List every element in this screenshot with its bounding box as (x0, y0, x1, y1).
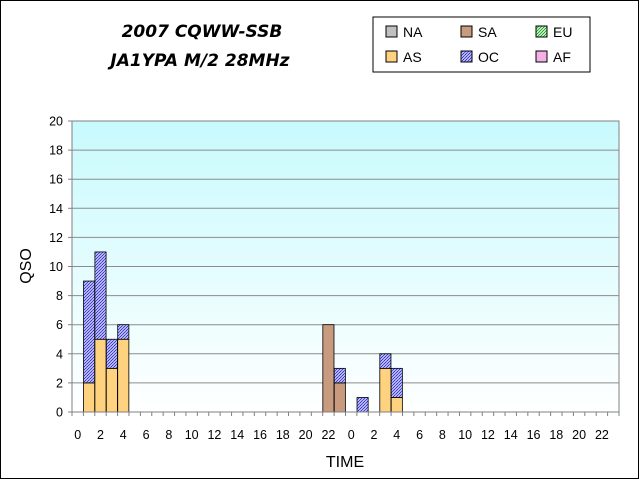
x-tick-label: 2 (97, 428, 104, 442)
x-tick-label: 0 (74, 428, 81, 442)
x-tick-label: 16 (527, 428, 541, 442)
x-axis-title: TIME (326, 454, 364, 471)
y-tick-label: 12 (49, 231, 63, 245)
bar-sa (322, 324, 335, 413)
x-tick-label: 10 (185, 428, 199, 442)
bar-oc (390, 367, 403, 398)
bar-as (94, 338, 107, 413)
legend-label-eu: EU (553, 24, 572, 40)
x-tick-label: 14 (504, 428, 518, 442)
legend-swatch-na (385, 25, 398, 38)
bar-as (117, 338, 130, 413)
y-tick-label: 4 (56, 347, 63, 361)
legend-swatch-eu (535, 25, 548, 38)
y-tick-label: 20 (49, 115, 63, 129)
bar-oc (379, 353, 392, 369)
x-tick-label: 18 (549, 428, 563, 442)
x-tick-label: 22 (595, 428, 609, 442)
bar-oc (94, 251, 107, 340)
y-tick-label: 10 (49, 260, 63, 274)
legend: NA SA EU AS OC AF (372, 16, 591, 73)
legend-swatch-sa (460, 25, 473, 38)
x-tick-label: 4 (393, 428, 400, 442)
x-tick-label: 12 (481, 428, 495, 442)
y-tick-label: 16 (49, 173, 63, 187)
legend-box (372, 16, 591, 73)
bar-as (390, 397, 403, 413)
bar-oc (117, 324, 130, 340)
x-tick-label: 20 (299, 428, 313, 442)
y-tick-label: 18 (49, 144, 63, 158)
x-tick-label: 10 (458, 428, 472, 442)
x-tick-label: 14 (230, 428, 244, 442)
legend-label-af: AF (553, 49, 571, 65)
x-tick-label: 12 (207, 428, 221, 442)
bar-oc (333, 367, 346, 384)
y-tick-label: 14 (49, 202, 63, 216)
bar-as (105, 367, 118, 413)
legend-swatch-oc (460, 50, 473, 63)
y-axis-title: QSO (18, 248, 35, 284)
x-tick-label: 0 (348, 428, 355, 442)
bar-sa (333, 382, 346, 413)
y-tick-label: 2 (56, 376, 63, 390)
legend-label-sa: SA (478, 24, 497, 40)
legend-swatch-as (385, 50, 398, 63)
y-tick-label: 8 (56, 289, 63, 303)
legend-label-oc: OC (478, 49, 499, 65)
x-tick-label: 4 (120, 428, 127, 442)
bar-oc (356, 397, 369, 413)
chart-subtitle: JA1YPA M/2 28MHz (107, 51, 289, 71)
x-tick-label: 6 (416, 428, 423, 442)
y-tick-label: 0 (56, 406, 63, 420)
x-tick-label: 8 (165, 428, 172, 442)
x-tick-label: 8 (439, 428, 446, 442)
x-tick-label: 18 (276, 428, 290, 442)
x-tick-label: 20 (572, 428, 586, 442)
x-tick-label: 22 (321, 428, 335, 442)
bar-as (379, 367, 392, 413)
x-tick-label: 6 (143, 428, 150, 442)
bars (83, 251, 403, 413)
bar-oc (83, 280, 96, 384)
legend-swatch-af (535, 50, 548, 63)
x-tick-label: 2 (371, 428, 378, 442)
axes: 0 2 4 6 8 10 12 14 16 18 20 0 2 4 6 8 10 12 14 16 18 20 22 0 2 4 6… (49, 115, 620, 442)
legend-label-na: NA (403, 24, 423, 40)
bar-oc (105, 338, 118, 369)
chart-title: 2007 CQWW-SSB (122, 22, 283, 42)
x-tick-label: 16 (253, 428, 267, 442)
y-tick-label: 6 (56, 318, 63, 332)
legend-label-as: AS (403, 49, 422, 65)
bar-as (83, 382, 96, 413)
